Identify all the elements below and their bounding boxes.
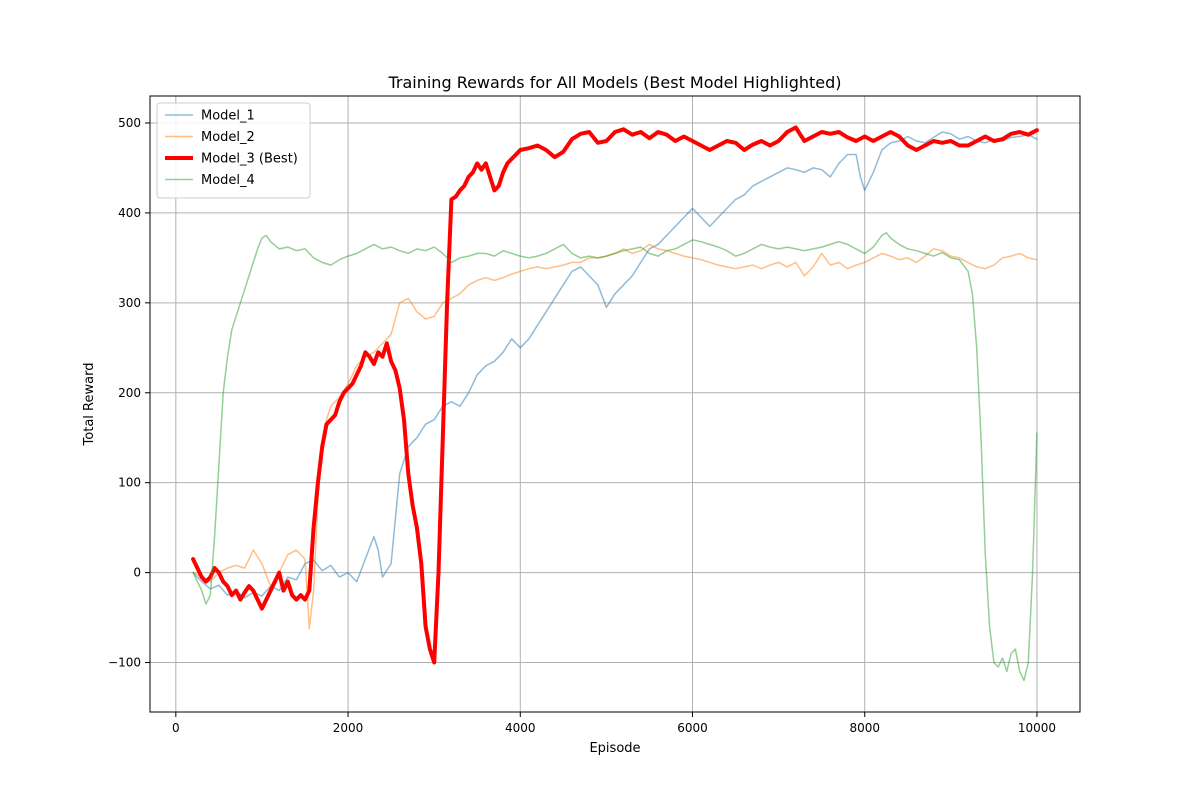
legend-label: Model_1 — [201, 109, 255, 124]
x-axis: 0 2000 4000 6000 8000 10000 — [172, 712, 1056, 735]
plot-frame — [149, 95, 1081, 713]
y-axis: −100 0 100 200 300 400 500 — [108, 116, 150, 670]
legend-label: Model_3 (Best) — [201, 152, 298, 167]
x-tick-label: 10000 — [1018, 721, 1056, 735]
legend-box — [156, 102, 311, 199]
y-tick-label: 200 — [118, 386, 141, 400]
y-axis-label: Total Reward — [82, 363, 97, 447]
series-layer — [191, 125, 1039, 682]
legend-label: Model_2 — [201, 130, 255, 145]
series-line-model-3-best — [191, 125, 1039, 665]
chart-title: Training Rewards for All Models (Best Mo… — [387, 73, 841, 92]
x-tick-label: 0 — [172, 721, 180, 735]
x-tick-label: 2000 — [333, 721, 364, 735]
plot-area — [150, 96, 1080, 712]
y-tick-label: 100 — [118, 476, 141, 490]
y-tick-label: 0 — [133, 566, 141, 580]
legend-label: Model_4 — [201, 173, 255, 188]
x-tick-label: 6000 — [677, 721, 708, 735]
x-tick-label: 4000 — [505, 721, 536, 735]
y-tick-label: 500 — [118, 116, 141, 130]
series-line-model-4 — [192, 231, 1038, 682]
y-tick-label: 400 — [118, 206, 141, 220]
legend: Model_1 Model_2 Model_3 (Best) Model_4 — [156, 102, 311, 199]
series-line-model-1 — [192, 131, 1038, 599]
y-tick-label: −100 — [108, 656, 141, 670]
x-axis-label: Episode — [589, 741, 640, 756]
x-tick-label: 8000 — [849, 721, 880, 735]
y-tick-label: 300 — [118, 296, 141, 310]
